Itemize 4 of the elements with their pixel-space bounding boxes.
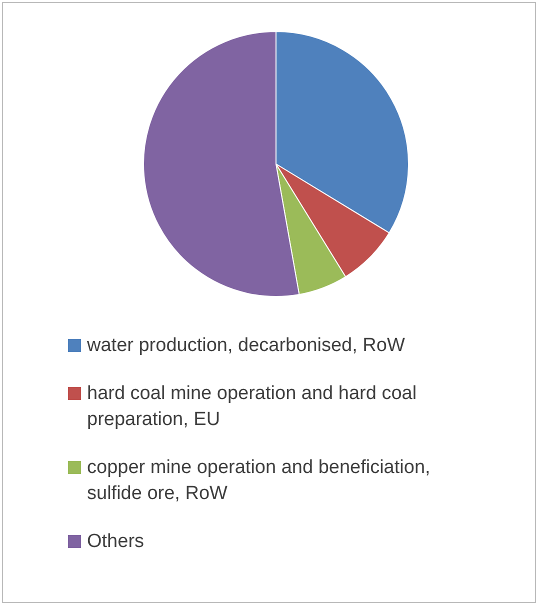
legend-label: Others <box>87 530 144 554</box>
legend-label: hard coal mine operation and hard coal preparation, EU <box>87 382 418 432</box>
legend-label: water production, decarbonised, RoW <box>87 334 405 358</box>
legend-label: copper mine operation and beneficiation, sulfide ore, RoW <box>87 456 432 506</box>
